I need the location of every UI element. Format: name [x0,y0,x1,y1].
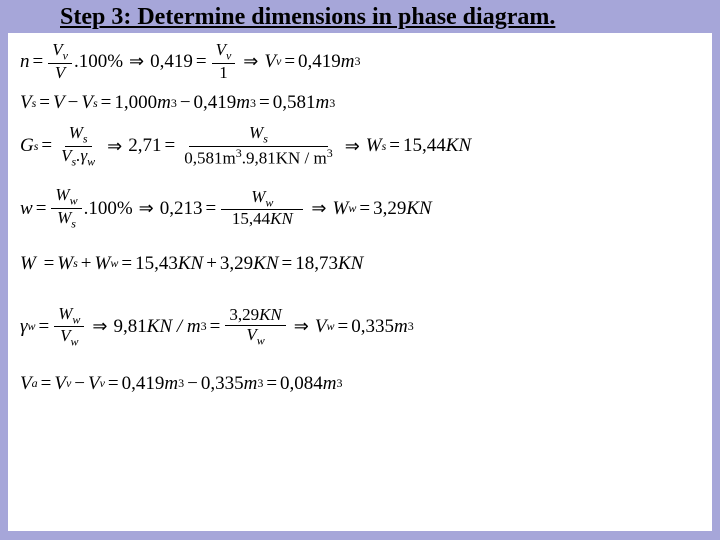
implies-icon: ⇒ [129,51,144,72]
equations-panel: n = Vv V .100% ⇒ 0,419 = Vv 1 ⇒ Vv = 0,4… [8,33,712,531]
implies-icon: ⇒ [92,316,107,337]
slide-header: Step 3: Determine dimensions in phase di… [0,0,720,33]
equation-n: n = Vv V .100% ⇒ 0,419 = Vv 1 ⇒ Vv = 0,4… [20,41,700,82]
equation-w: w = Ww Ws .100% ⇒ 0,213 = Ww 15,44KN ⇒ W… [20,186,700,230]
step-title: Step 3: Determine dimensions in phase di… [60,4,720,31]
equation-va: Va = Vv − Vv = 0,419m3 − 0,335m3 = 0,084… [20,373,700,395]
frac-vv-v: Vv V [48,41,72,82]
frac-vv-1: Vv 1 [212,41,236,82]
frac-ws-calc: Ws 0,581m3.9,81KN / m3 [180,124,336,168]
equation-vs: Vs = V − Vs = 1,000m3 − 0,419m3 = 0,581m… [20,92,700,114]
implies-icon: ⇒ [139,198,154,219]
implies-icon: ⇒ [294,316,309,337]
frac-ws-vsgw: Ws Vs.γw [57,124,99,168]
implies-icon: ⇒ [311,198,326,219]
frac-ww-vw: Ww Vw [54,305,84,349]
equation-gs: Gs = Ws Vs.γw ⇒ 2,71 = Ws 0,581m3.9,81KN… [20,124,700,168]
var-n: n [20,51,30,73]
frac-ww-ws: Ww Ws [51,186,81,230]
implies-icon: ⇒ [107,136,122,157]
frac-ww-1544: Ww 15,44KN [221,188,303,229]
implies-icon: ⇒ [243,51,258,72]
frac-329-vw: 3,29KN Vw [225,306,285,347]
equation-W-total: W = Ws + Ww = 15,43KN + 3,29KN = 18,73KN [20,253,700,275]
implies-icon: ⇒ [345,136,360,157]
equation-gammaw: γw = Ww Vw ⇒ 9,81KN / m3 = 3,29KN Vw ⇒ V… [20,305,700,349]
